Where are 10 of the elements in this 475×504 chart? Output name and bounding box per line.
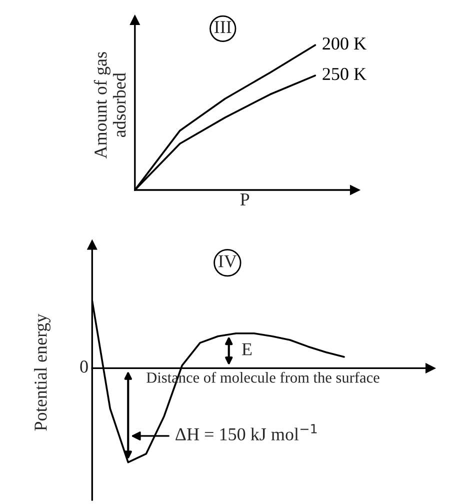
annotation: E: [242, 343, 252, 356]
annotation: ΔH = 150 kJ mol$^{−1}$: [176, 424, 317, 440]
y-axis-title: Potential energy: [34, 314, 50, 431]
series-label: 250 K: [322, 68, 366, 80]
x-axis-title: P: [240, 193, 250, 206]
y-axis-title: Amount of gas adsorbed: [94, 52, 126, 159]
chart-title: IV: [218, 255, 237, 268]
series-label: 200 K: [322, 37, 366, 50]
annotation: 0: [80, 360, 88, 373]
chart-title: III: [214, 21, 232, 33]
